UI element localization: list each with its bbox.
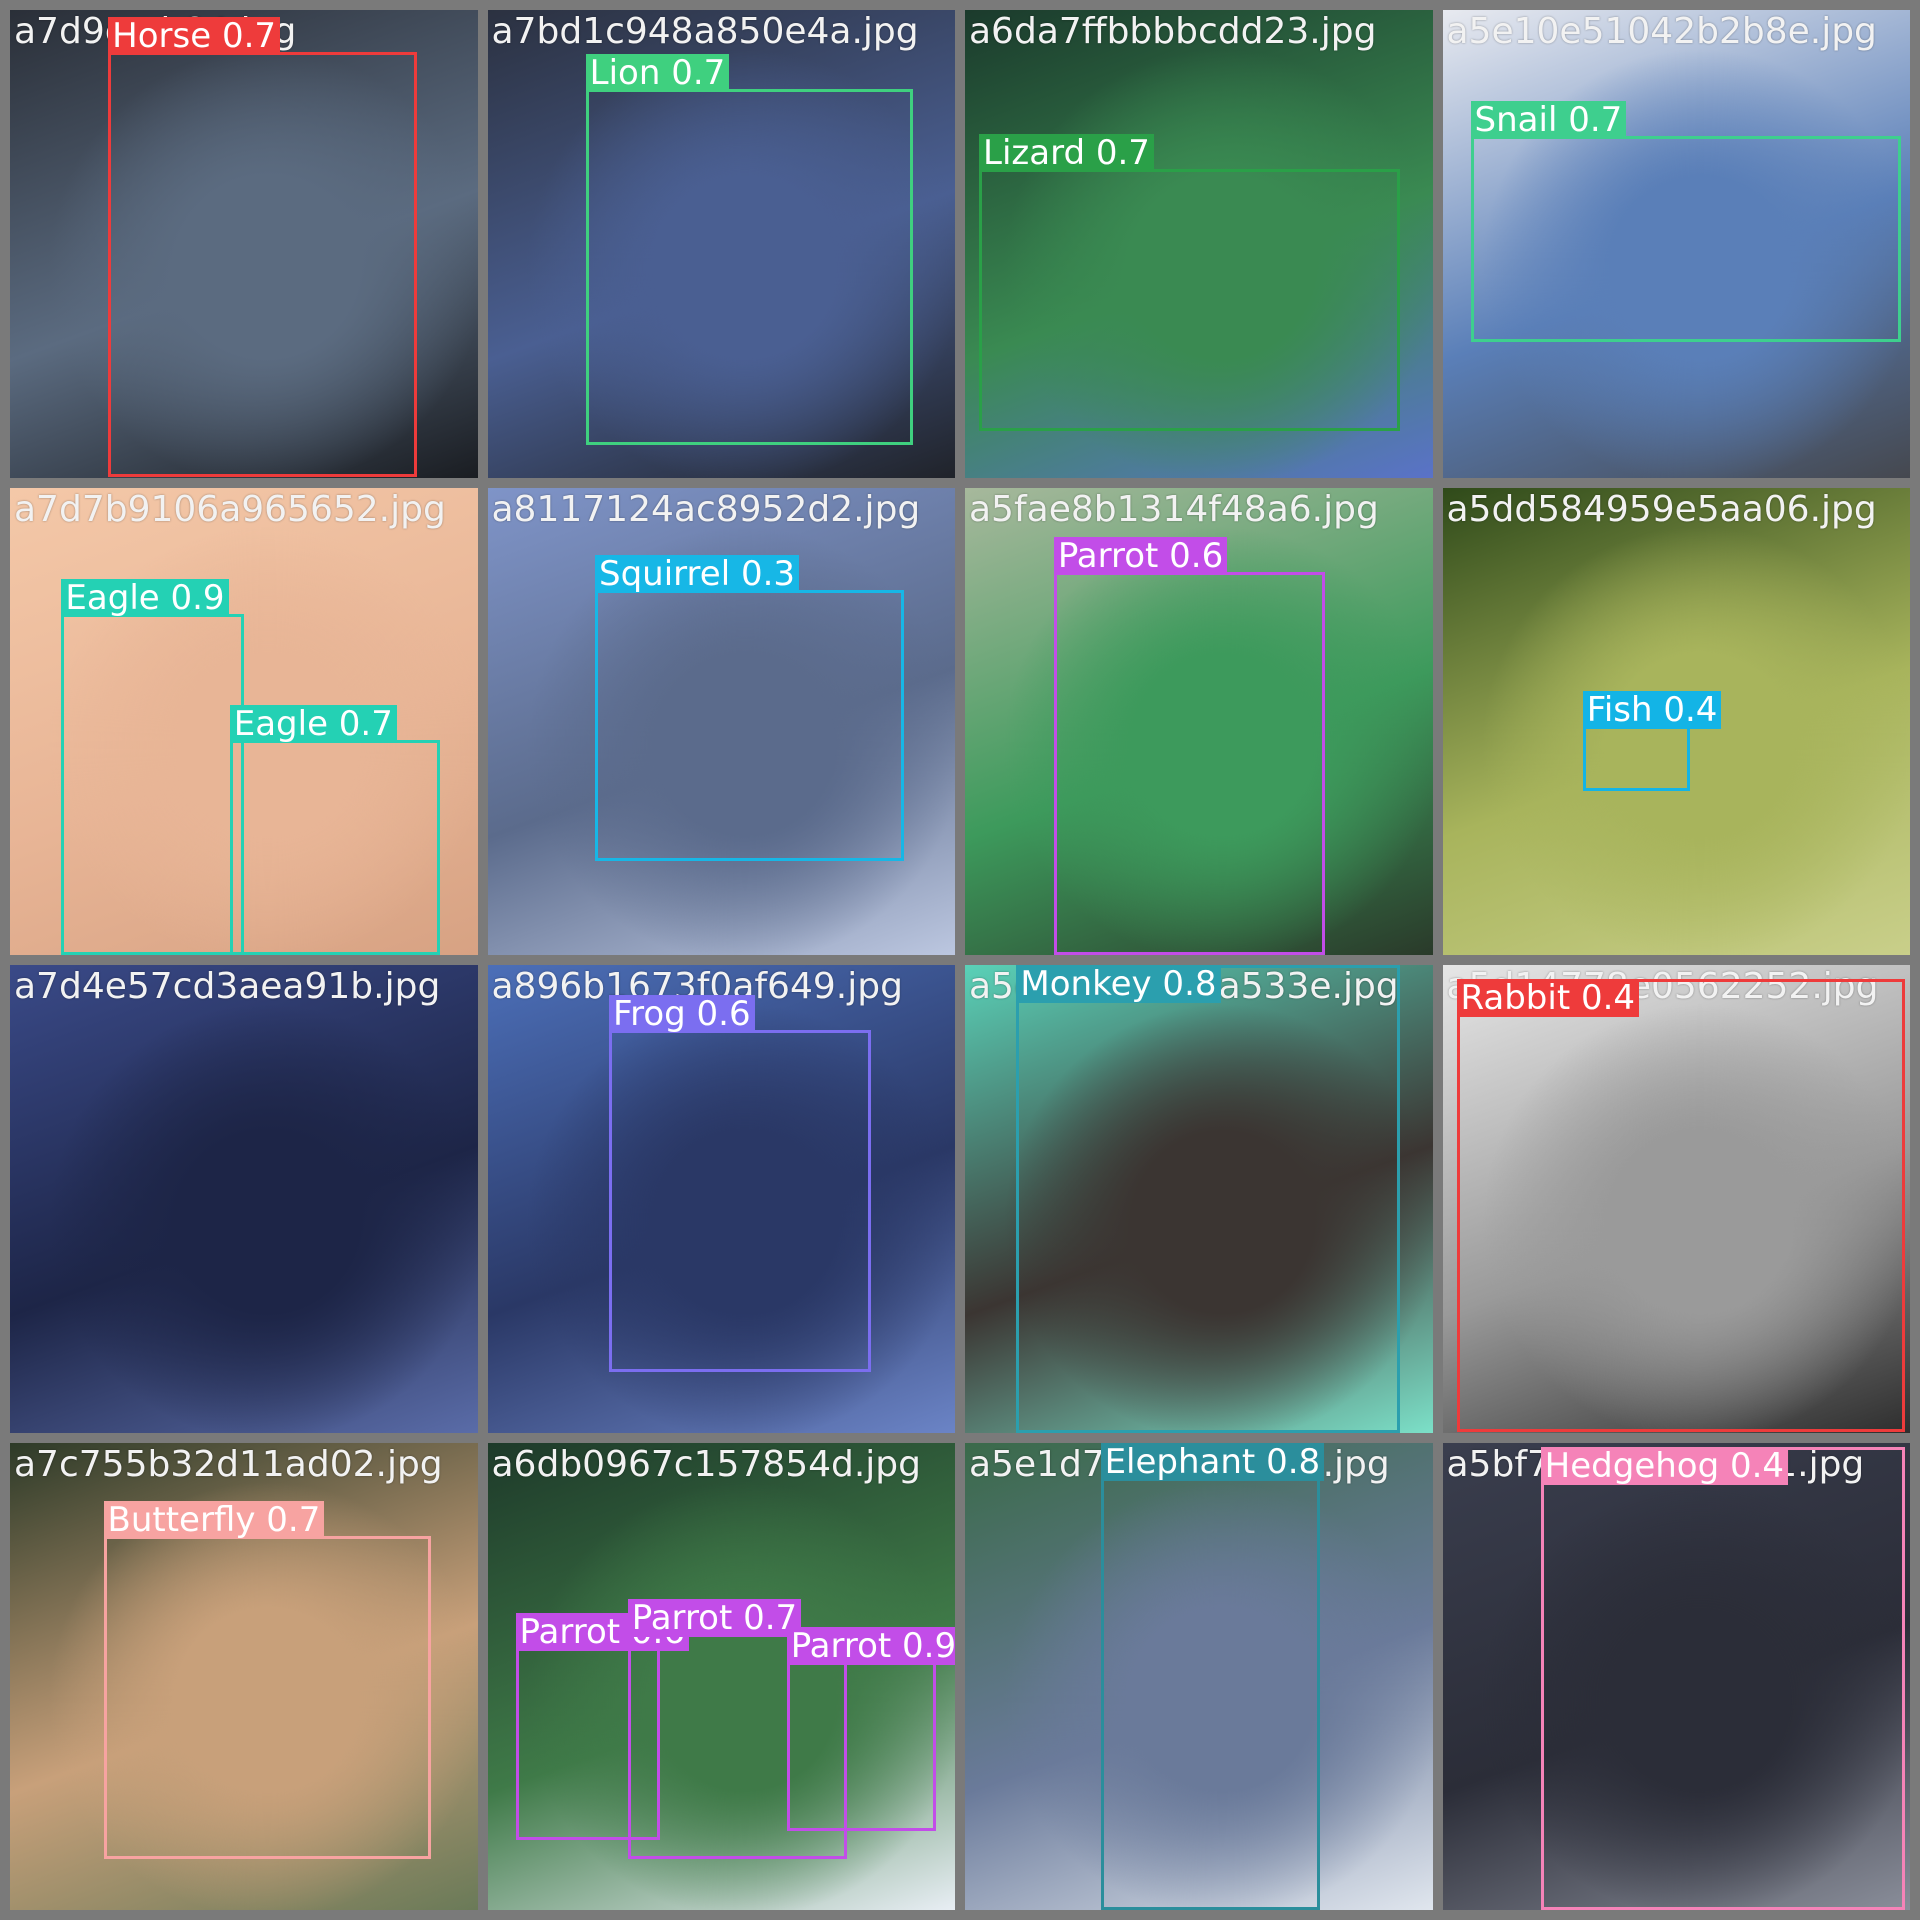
image-tile: a7d7b9106a965652.jpg Eagle 0.9 Eagle 0.7 xyxy=(10,487,478,955)
bounding-box: Monkey 0.8 xyxy=(1016,965,1400,1433)
bounding-box: Frog 0.6 xyxy=(609,995,871,1372)
detection-label: Hedgehog 0.4 xyxy=(1540,1447,1789,1486)
image-tile: a7c755b32d11ad02.jpg Butterfly 0.7 xyxy=(10,1442,478,1910)
detection-label: Eagle 0.7 xyxy=(229,704,397,743)
detection-label: Squirrel 0.3 xyxy=(595,555,800,594)
bounding-box: Elephant 0.8 xyxy=(1100,1442,1325,1910)
detection-label: Monkey 0.8 xyxy=(1016,965,1221,1003)
bounding-box: Eagle 0.9 xyxy=(61,578,244,955)
photo xyxy=(1442,1442,1910,1910)
bounding-box: Lion 0.7 xyxy=(585,54,913,445)
bounding-box: Squirrel 0.3 xyxy=(595,555,904,862)
photo xyxy=(1442,965,1910,1433)
detection-label: Horse 0.7 xyxy=(108,17,281,56)
photo xyxy=(965,965,1433,1433)
photo xyxy=(10,965,478,1433)
detection-label: Parrot 0.6 xyxy=(1053,536,1228,575)
image-tile: a5d14778e0562252.jpg Rabbit 0.4 xyxy=(1442,965,1910,1433)
photo xyxy=(965,1442,1433,1910)
bounding-box: Parrot 0.9 xyxy=(786,1627,955,1831)
image-tile: a6db0967c157854d.jpg Parrot 0.6 Parrot 0.7… xyxy=(487,1442,955,1910)
detection-label: Parrot 0.7 xyxy=(627,1599,802,1638)
photo xyxy=(965,10,1433,478)
bounding-box: Hedgehog 0.4 xyxy=(1540,1447,1906,1910)
image-tile: a5e10e51042b2b8e.jpg Snail 0.7 xyxy=(1442,10,1910,478)
bounding-box: Eagle 0.7 xyxy=(229,704,441,955)
detection-label: Elephant 0.8 xyxy=(1100,1442,1325,1481)
image-tile: a5dd584959e5aa06.jpg Fish 0.4 xyxy=(1442,487,1910,955)
bounding-box: Horse 0.7 xyxy=(108,17,417,478)
image-tile: a8117124ac8952d2.jpg Squirrel 0.3 xyxy=(487,487,955,955)
photo xyxy=(487,1442,955,1910)
photo xyxy=(1442,10,1910,478)
image-tile: a5bf706c57e5a031.jpgHedgehog 0.4 xyxy=(1442,1442,1910,1910)
detection-label: Snail 0.7 xyxy=(1470,101,1627,140)
detection-label: Lion 0.7 xyxy=(585,54,730,93)
bounding-box: Parrot 0.6 xyxy=(1053,536,1325,955)
image-tile: a5e1d70d617dafd0.jpgElephant 0.8 xyxy=(965,1442,1433,1910)
detection-label: Rabbit 0.4 xyxy=(1456,979,1640,1018)
detection-label: Lizard 0.7 xyxy=(979,133,1154,172)
detection-label: Frog 0.6 xyxy=(609,995,755,1034)
image-tile: a6da7ffbbbbcdd23.jpg Lizard 0.7 xyxy=(965,10,1433,478)
detection-label: Parrot 0.9 xyxy=(786,1627,955,1666)
photo xyxy=(487,965,955,1433)
detection-label: Eagle 0.9 xyxy=(61,578,229,617)
image-tile: a7d4e57cd3aea91b.jpg xyxy=(10,965,478,1433)
detection-label: Butterfly 0.7 xyxy=(103,1501,325,1539)
bounding-box: Lizard 0.7 xyxy=(979,133,1400,431)
bounding-box: Rabbit 0.4 xyxy=(1456,979,1906,1433)
bounding-box: Parrot 0.7 xyxy=(627,1599,848,1859)
detection-label: Fish 0.4 xyxy=(1582,690,1722,729)
photo xyxy=(10,10,478,478)
image-tile: a5fae8b1314f48a6.jpg Parrot 0.6 xyxy=(965,487,1433,955)
image-tile: a7bd1c948a850e4a.jpg Lion 0.7 xyxy=(487,10,955,478)
image-tile: a5ee5863637a533e.jpgMonkey 0.8 xyxy=(965,965,1433,1433)
image-tile: a7d9c…b84.jpgHorse 0.7 xyxy=(10,10,478,478)
bounding-box: Snail 0.7 xyxy=(1470,101,1901,342)
bounding-box: Fish 0.4 xyxy=(1582,690,1722,792)
image-tile: a896b1673f0af649.jpg Frog 0.6 xyxy=(487,965,955,1433)
bounding-box: Butterfly 0.7 xyxy=(103,1501,431,1859)
